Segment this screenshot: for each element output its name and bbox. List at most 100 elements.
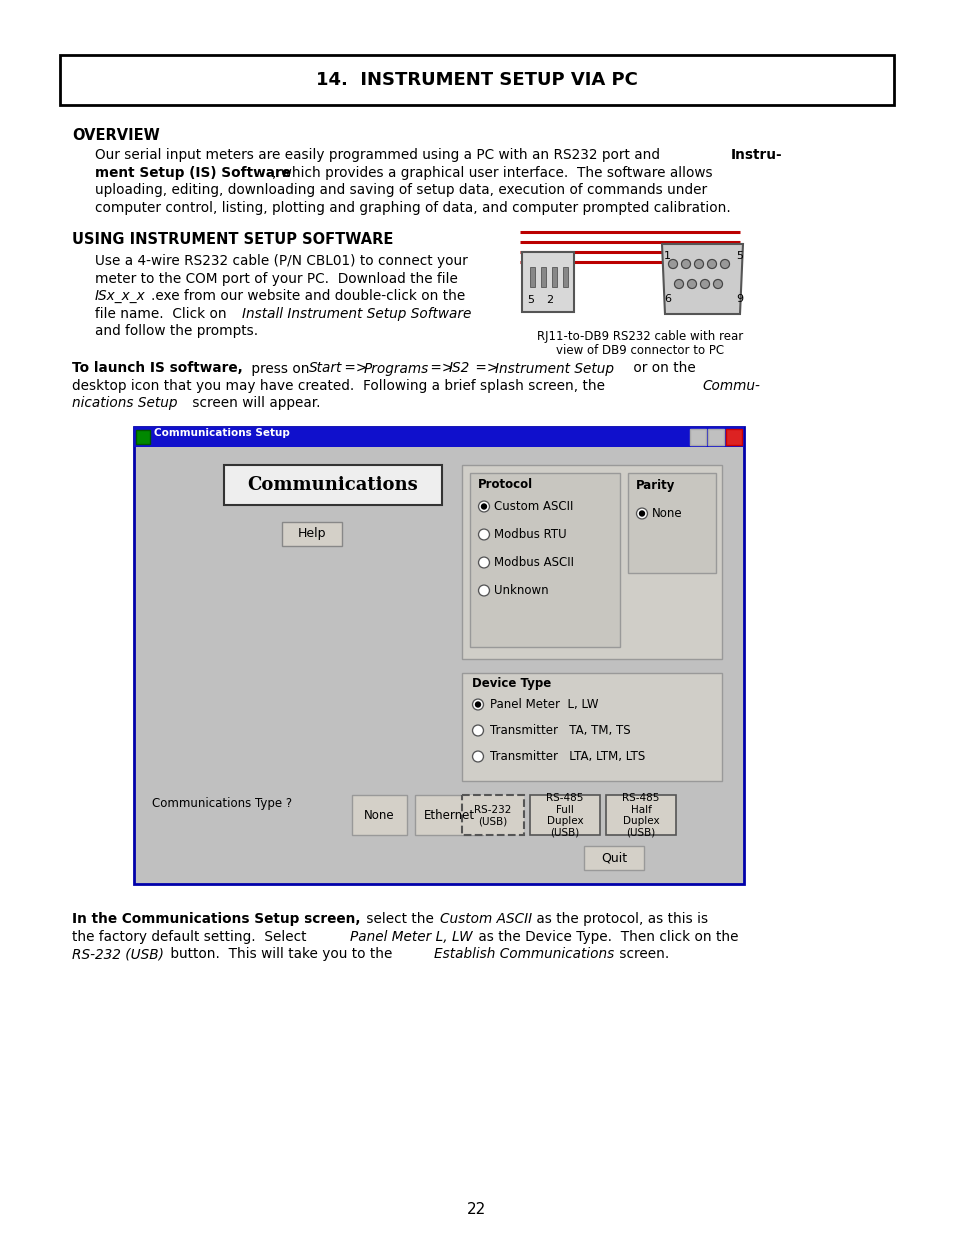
Text: view of DB9 connector to PC: view of DB9 connector to PC <box>556 345 723 357</box>
Text: 22: 22 <box>467 1203 486 1218</box>
Circle shape <box>481 504 486 509</box>
Bar <box>530 267 535 287</box>
Bar <box>540 267 545 287</box>
Text: Unknown: Unknown <box>494 584 548 597</box>
Circle shape <box>674 279 682 289</box>
Text: Modbus RTU: Modbus RTU <box>494 529 566 541</box>
Bar <box>224 464 441 505</box>
Circle shape <box>700 279 709 289</box>
Bar <box>627 473 716 573</box>
Text: ISx_x_x: ISx_x_x <box>95 289 146 303</box>
Bar <box>282 521 341 546</box>
Text: Communications Type ?: Communications Type ? <box>152 797 292 810</box>
Circle shape <box>713 279 721 289</box>
Text: Establish Communications: Establish Communications <box>434 947 614 962</box>
Bar <box>689 429 705 445</box>
Text: =>: => <box>426 362 457 375</box>
Text: Modbus ASCII: Modbus ASCII <box>494 556 574 569</box>
Bar <box>461 673 721 782</box>
Text: To launch IS software,: To launch IS software, <box>71 362 242 375</box>
Text: Custom ASCII: Custom ASCII <box>494 500 573 513</box>
Text: Quit: Quit <box>600 852 626 864</box>
Circle shape <box>636 508 647 519</box>
Text: computer control, listing, plotting and graphing of data, and computer prompted : computer control, listing, plotting and … <box>95 200 730 215</box>
Text: Panel Meter  L, LW: Panel Meter L, LW <box>490 698 598 711</box>
Text: as the protocol, as this is: as the protocol, as this is <box>532 913 707 926</box>
Circle shape <box>639 511 644 516</box>
Text: RS-232
(USB): RS-232 (USB) <box>474 805 511 826</box>
Polygon shape <box>661 245 742 314</box>
Circle shape <box>694 259 702 268</box>
Text: desktop icon that you may have created.  Following a brief splash screen, the: desktop icon that you may have created. … <box>71 379 609 393</box>
Text: Instru-: Instru- <box>730 148 781 162</box>
Bar <box>605 795 676 836</box>
Text: 5: 5 <box>526 295 534 305</box>
Text: Start: Start <box>309 362 342 375</box>
Bar <box>530 795 599 836</box>
Text: Transmitter   TA, TM, TS: Transmitter TA, TM, TS <box>490 724 630 737</box>
Bar <box>562 267 567 287</box>
Text: Device Type: Device Type <box>472 678 551 690</box>
Bar <box>583 846 643 871</box>
Text: 2: 2 <box>546 295 553 305</box>
Circle shape <box>707 259 716 268</box>
Text: Programs: Programs <box>364 362 429 375</box>
Circle shape <box>478 585 489 597</box>
Bar <box>461 795 523 836</box>
Text: Panel Meter L, LW: Panel Meter L, LW <box>350 930 472 944</box>
Text: Our serial input meters are easily programmed using a PC with an RS232 port and: Our serial input meters are easily progr… <box>95 148 663 162</box>
Text: button.  This will take you to the: button. This will take you to the <box>166 947 396 962</box>
Text: Use a 4-wire RS232 cable (P/N CBL01) to connect your: Use a 4-wire RS232 cable (P/N CBL01) to … <box>95 254 467 268</box>
Text: screen.: screen. <box>615 947 669 962</box>
Text: USING INSTRUMENT SETUP SOFTWARE: USING INSTRUMENT SETUP SOFTWARE <box>71 232 393 247</box>
Circle shape <box>668 259 677 268</box>
Text: screen will appear.: screen will appear. <box>188 396 320 410</box>
Bar <box>521 252 574 312</box>
Text: =>: => <box>471 362 502 375</box>
Text: None: None <box>363 809 394 823</box>
Text: , which provides a graphical user interface.  The software allows: , which provides a graphical user interf… <box>272 165 712 179</box>
Circle shape <box>680 259 690 268</box>
Text: Help: Help <box>297 527 326 540</box>
Circle shape <box>478 501 489 513</box>
Bar <box>461 464 721 659</box>
Text: OVERVIEW: OVERVIEW <box>71 128 159 143</box>
Text: =>: => <box>339 362 372 375</box>
Text: RS-485
Half
Duplex
(USB): RS-485 Half Duplex (USB) <box>621 793 659 837</box>
Text: ment Setup (IS) Software: ment Setup (IS) Software <box>95 165 291 179</box>
Bar <box>136 430 150 443</box>
Circle shape <box>472 751 483 762</box>
Text: Ethernet: Ethernet <box>423 809 474 823</box>
Text: as the Device Type.  Then click on the: as the Device Type. Then click on the <box>474 930 738 944</box>
Circle shape <box>472 725 483 736</box>
Circle shape <box>472 699 483 710</box>
Text: RJ11-to-DB9 RS232 cable with rear: RJ11-to-DB9 RS232 cable with rear <box>537 330 742 343</box>
Text: and follow the prompts.: and follow the prompts. <box>95 324 258 338</box>
Bar <box>725 429 741 445</box>
Text: file name.  Click on: file name. Click on <box>95 306 231 321</box>
Text: nications Setup: nications Setup <box>71 396 177 410</box>
Circle shape <box>478 529 489 540</box>
Circle shape <box>720 259 729 268</box>
Bar <box>470 473 619 647</box>
Text: RS-485
Full
Duplex
(USB): RS-485 Full Duplex (USB) <box>546 793 583 837</box>
Text: uploading, editing, downloading and saving of setup data, execution of commands : uploading, editing, downloading and savi… <box>95 183 706 198</box>
Text: Custom ASCII: Custom ASCII <box>439 913 532 926</box>
Text: Transmitter   LTA, LTM, LTS: Transmitter LTA, LTM, LTS <box>490 750 644 763</box>
Bar <box>415 795 482 836</box>
Text: In the Communications Setup screen,: In the Communications Setup screen, <box>71 913 360 926</box>
Text: Protocol: Protocol <box>477 478 533 492</box>
Text: Install Instrument Setup Software: Install Instrument Setup Software <box>242 306 471 321</box>
Text: Instrument Setup: Instrument Setup <box>495 362 614 375</box>
Text: Communications Setup: Communications Setup <box>153 429 290 438</box>
Text: meter to the COM port of your PC.  Download the file: meter to the COM port of your PC. Downlo… <box>95 272 457 285</box>
Bar <box>133 426 743 447</box>
Circle shape <box>475 701 480 706</box>
Text: IS2: IS2 <box>449 362 470 375</box>
Text: press on: press on <box>247 362 314 375</box>
Text: Commu-: Commu- <box>701 379 760 393</box>
Circle shape <box>478 557 489 568</box>
Text: 6: 6 <box>663 294 670 304</box>
Bar <box>352 795 407 836</box>
Text: 1: 1 <box>663 251 670 261</box>
